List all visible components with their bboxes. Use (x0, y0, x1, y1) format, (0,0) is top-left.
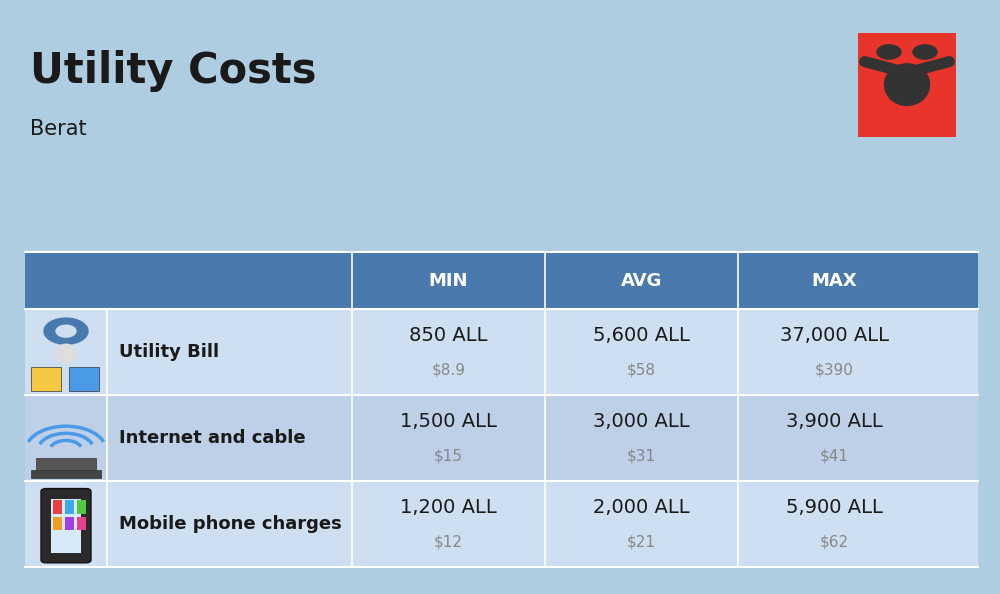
Circle shape (56, 325, 76, 337)
Bar (31, 470, 101, 479)
Text: $21: $21 (627, 535, 656, 549)
Text: 3,900 ALL: 3,900 ALL (786, 412, 883, 431)
FancyBboxPatch shape (41, 488, 91, 563)
Bar (25, 395, 978, 481)
Text: Berat: Berat (30, 119, 87, 139)
Bar (65, 517, 74, 530)
Text: 5,900 ALL: 5,900 ALL (786, 498, 883, 517)
Text: 1,500 ALL: 1,500 ALL (400, 412, 497, 431)
Bar (25, 481, 978, 567)
Text: $12: $12 (434, 535, 463, 549)
Text: AVG: AVG (621, 271, 662, 290)
Text: $41: $41 (820, 448, 849, 463)
Text: 850 ALL: 850 ALL (409, 326, 488, 345)
Bar (858, 33, 956, 137)
Text: 1,200 ALL: 1,200 ALL (400, 498, 497, 517)
Text: $62: $62 (820, 535, 849, 549)
FancyArrowPatch shape (910, 62, 949, 72)
Text: $8.9: $8.9 (432, 362, 466, 377)
Text: ⬤: ⬤ (906, 84, 908, 85)
Text: 2,000 ALL: 2,000 ALL (593, 498, 690, 517)
Bar (69, 367, 99, 391)
Text: 37,000 ALL: 37,000 ALL (780, 326, 889, 345)
Text: Utility Costs: Utility Costs (30, 50, 316, 93)
Text: 3,000 ALL: 3,000 ALL (593, 412, 690, 431)
Circle shape (877, 45, 901, 59)
Bar (36, 458, 96, 470)
Ellipse shape (885, 64, 930, 106)
Bar (25, 400, 102, 476)
Text: Utility Bill: Utility Bill (119, 343, 219, 361)
Text: ⛦: ⛦ (899, 71, 915, 99)
Text: $15: $15 (434, 448, 463, 463)
Circle shape (913, 45, 937, 59)
Bar (25, 314, 102, 390)
Bar (65, 500, 74, 513)
Bar (51, 499, 81, 552)
Text: Internet and cable: Internet and cable (119, 429, 306, 447)
Bar (53, 517, 62, 530)
Text: Mobile phone charges: Mobile phone charges (119, 515, 342, 533)
Circle shape (44, 318, 88, 345)
Text: $31: $31 (627, 448, 656, 463)
Bar (77, 500, 86, 513)
Text: MIN: MIN (429, 271, 468, 290)
FancyArrowPatch shape (865, 62, 904, 72)
Bar (25, 252, 978, 309)
Text: MAX: MAX (812, 271, 857, 290)
Text: 5,600 ALL: 5,600 ALL (593, 326, 690, 345)
Text: $390: $390 (815, 362, 854, 377)
Bar (53, 500, 62, 513)
Bar (77, 517, 86, 530)
Ellipse shape (56, 345, 76, 363)
Bar (25, 486, 102, 563)
Bar (31, 367, 61, 391)
Bar (25, 309, 978, 395)
Text: $58: $58 (627, 362, 656, 377)
